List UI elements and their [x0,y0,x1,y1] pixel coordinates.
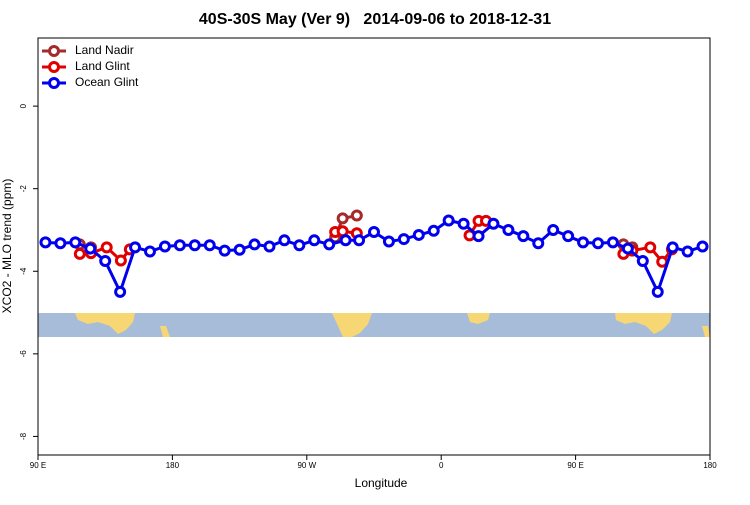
data-point [114,285,127,298]
data-point [592,237,604,250]
data-point [651,285,664,298]
data-point [487,217,500,230]
legend-marker [48,45,60,57]
data-point [472,230,485,243]
data-point [144,245,156,258]
data-point [39,236,52,249]
legend-label: Land Glint [75,59,130,73]
data-point [218,244,231,257]
data-point [263,240,276,253]
data-point [173,239,186,252]
data-point [562,230,575,243]
data-point [308,234,321,247]
data-point [100,241,113,254]
y-tick-label: -8 [19,432,28,440]
landmass [332,313,372,337]
data-point [278,234,291,247]
data-point [350,209,363,222]
data-point [353,234,366,247]
y-axis-label: XCO2 - MLO trend (ppm) [0,179,14,314]
data-point [442,214,455,227]
ocean-band [38,313,710,337]
data-point [129,241,142,254]
data-point [636,254,649,267]
landmass [75,313,135,334]
data-point [412,228,425,241]
x-tick-label: 180 [703,461,717,470]
data-point [188,239,201,252]
map-strip [38,313,710,337]
data-point [666,241,679,254]
x-tick-label: 90 E [30,461,46,470]
legend-label: Land Nadir [75,43,134,57]
y-tick-label: -2 [19,185,28,193]
landmass [615,313,672,334]
data-point [54,237,67,250]
data-point [114,254,127,267]
data-point [368,226,380,239]
y-tick-label: -6 [19,350,28,358]
data-point [397,233,410,246]
data-point [621,242,634,255]
data-point [577,236,590,249]
data-point [293,239,306,252]
data-point [233,243,246,256]
data-point [69,236,82,249]
data-point [532,237,545,250]
y-tick-label: 0 [19,103,28,108]
data-point [248,238,261,251]
legend-marker [48,61,60,73]
legend: Land Nadir Land Glint Ocean Glint [42,43,139,89]
data-point [547,223,560,236]
data-point [427,224,440,237]
data-point [73,247,86,260]
x-tick-label: 90 W [297,461,316,470]
data-point [696,240,709,253]
data-point [99,254,112,267]
data-point [84,242,97,255]
data-point [606,236,619,249]
landmass [702,326,710,337]
legend-marker [48,77,60,89]
data-point [681,245,694,258]
data-point [339,234,352,247]
data-point [502,223,515,236]
plot-frame [37,37,711,456]
y-tick-label: -4 [19,267,28,275]
landmass [467,313,490,324]
x-tick-label: 90 E [567,461,583,470]
legend-label: Ocean Glint [75,75,139,89]
data-point [517,230,530,243]
data-point [158,240,171,253]
data-point [457,217,470,230]
data-point [644,241,657,254]
data-point [323,238,336,251]
x-tick-label: 180 [166,461,180,470]
chart-title: 40S-30S May (Ver 9) 2014-09-06 to 2018-1… [199,11,551,28]
x-axis-label: Longitude [355,476,408,490]
data-point [336,212,349,225]
x-tick-label: 0 [439,461,444,470]
landmass [160,326,170,337]
data-point [382,235,395,248]
data-point [203,239,216,252]
